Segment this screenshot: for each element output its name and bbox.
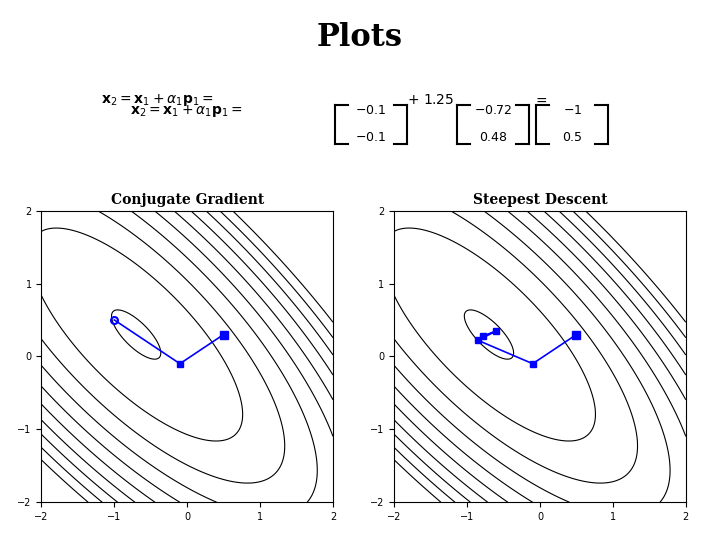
Text: $0.5$: $0.5$ (562, 131, 582, 144)
Text: $=$: $=$ (533, 93, 548, 107)
Text: $-0.72$: $-0.72$ (474, 104, 512, 117)
Text: $\mathbf{x}_2 = \mathbf{x}_1 + \alpha_1\mathbf{p}_1 =$: $\mathbf{x}_2 = \mathbf{x}_1 + \alpha_1\… (130, 103, 242, 119)
Text: $-0.1$: $-0.1$ (355, 131, 387, 144)
Text: $0.48$: $0.48$ (479, 131, 508, 144)
Title: Steepest Descent: Steepest Descent (473, 193, 607, 207)
Text: $-1$: $-1$ (563, 104, 582, 117)
Text: $-0.1$: $-0.1$ (355, 104, 387, 117)
Text: $\mathbf{x}_2 = \mathbf{x}_1 + \alpha_1\mathbf{p}_1 =$: $\mathbf{x}_2 = \mathbf{x}_1 + \alpha_1\… (101, 92, 213, 108)
Text: $+ \ 1.25$: $+ \ 1.25$ (407, 93, 454, 107)
Text: Plots: Plots (317, 22, 403, 52)
Title: Conjugate Gradient: Conjugate Gradient (111, 193, 264, 207)
